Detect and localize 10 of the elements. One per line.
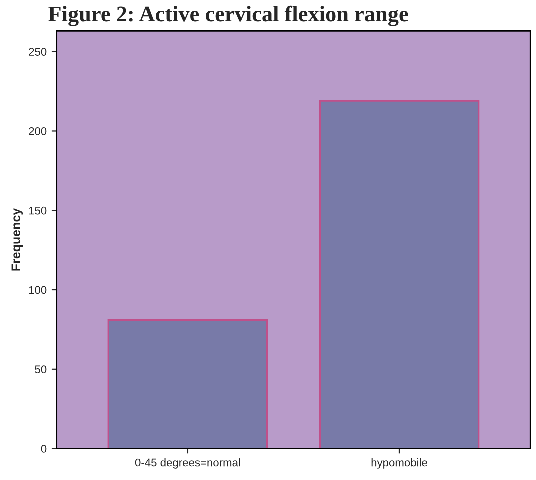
chart-title: Figure 2: Active cervical flexion range xyxy=(48,6,408,26)
y-axis-title: Frequency xyxy=(12,208,23,271)
y-tick-label: 200 xyxy=(29,128,47,136)
y-tick-label: 250 xyxy=(29,48,47,56)
y-tick-label: 150 xyxy=(29,206,47,215)
x-tick-label: 0-45 degrees=normal xyxy=(135,458,240,469)
y-tick-label: 100 xyxy=(29,286,47,294)
x-tick-label: hypomobile xyxy=(372,458,428,469)
y-tick-label: 50 xyxy=(35,366,47,374)
y-tick-label: 0 xyxy=(41,445,47,453)
